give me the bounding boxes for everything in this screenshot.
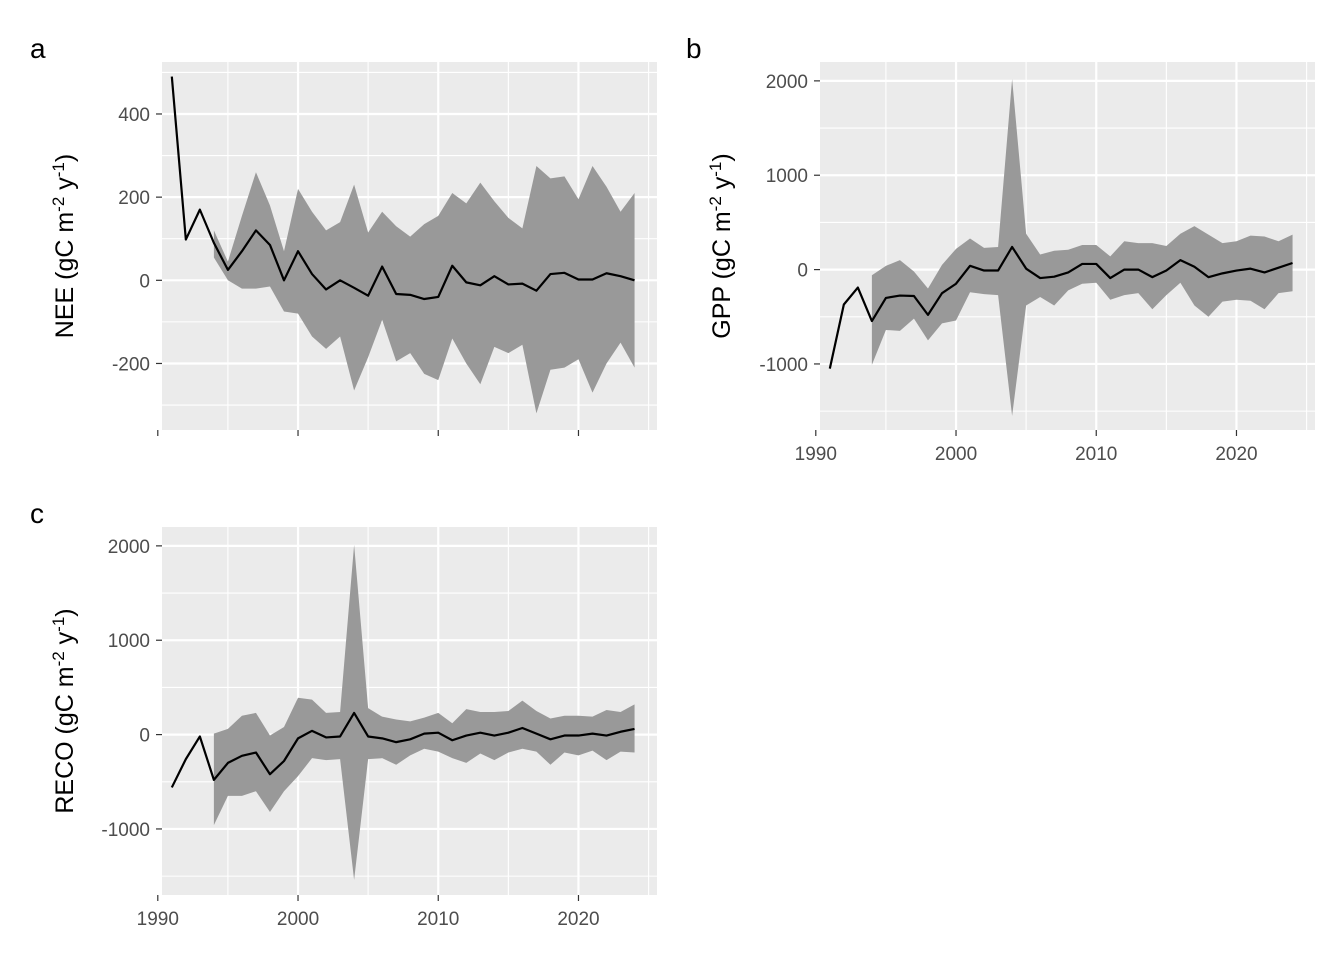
y-axis-title-text: ) — [708, 153, 736, 161]
y-tick-label: 0 — [797, 261, 808, 282]
x-tick-label: 2010 — [1075, 444, 1117, 465]
y-tick-label: -200 — [112, 354, 150, 375]
y-tick-label: 1000 — [108, 631, 150, 652]
y-axis-title-text: NEE (gC m — [51, 212, 79, 338]
y-axis-title: NEE (gC m-2 y-1) — [49, 154, 79, 338]
y-tick-label: 400 — [118, 105, 150, 126]
x-tick-label: 2010 — [417, 909, 459, 930]
panel-background — [162, 527, 657, 895]
x-tick-label: 2000 — [277, 909, 319, 930]
y-axis-title-text: y — [51, 177, 79, 197]
y-axis-title-superscript: -1 — [706, 162, 725, 177]
uncertainty-band — [871, 78, 1293, 416]
y-axis-title-text: ) — [51, 608, 79, 616]
y-tick-label: -1000 — [101, 820, 150, 841]
uncertainty-band — [213, 544, 635, 880]
panel-letter: a — [30, 33, 46, 64]
y-axis-title-text: ) — [51, 154, 79, 162]
x-tick-label: 2000 — [935, 444, 977, 465]
panel-letter: b — [686, 33, 702, 64]
panel-letter: c — [30, 498, 44, 529]
y-tick-label: 0 — [139, 271, 150, 292]
y-tick-label: 1000 — [766, 166, 808, 187]
y-axis-title-superscript: -2 — [49, 651, 68, 666]
y-tick-label: 200 — [118, 188, 150, 209]
series-line — [828, 245, 1293, 369]
panel-c: -1000 0 1000 2000 1990 2000 2010 2020 RECO (gC m… — [30, 498, 657, 930]
panel-a: -200 0 200 400 NEE (gC m-2 y-1) a — [30, 33, 657, 436]
y-tick-label: 2000 — [108, 537, 150, 558]
x-tick-label: 2020 — [1215, 444, 1257, 465]
series-line — [170, 711, 635, 788]
uncertainty-band — [213, 165, 635, 414]
y-tick-label: 2000 — [766, 72, 808, 93]
x-tick-label: 2020 — [557, 909, 599, 930]
x-tick-label: 1990 — [137, 909, 179, 930]
y-axis-title-superscript: -2 — [706, 196, 725, 211]
y-axis-title-text: y — [708, 176, 736, 196]
y-tick-label: 0 — [139, 726, 150, 747]
y-axis-title: RECO (gC m-2 y-1) — [49, 608, 79, 813]
y-axis-title: GPP (gC m-2 y-1) — [706, 153, 736, 338]
series-line — [170, 76, 635, 301]
y-tick-label: -1000 — [759, 355, 808, 376]
y-axis-title-text: y — [51, 631, 79, 651]
y-axis-title-superscript: -1 — [49, 617, 68, 632]
y-axis-title-text: RECO (gC m — [51, 666, 79, 813]
x-tick-label: 1990 — [795, 444, 837, 465]
y-axis-title-superscript: -1 — [49, 162, 68, 177]
y-axis-title-text: GPP (gC m — [708, 211, 736, 338]
y-axis-title-superscript: -2 — [49, 197, 68, 212]
